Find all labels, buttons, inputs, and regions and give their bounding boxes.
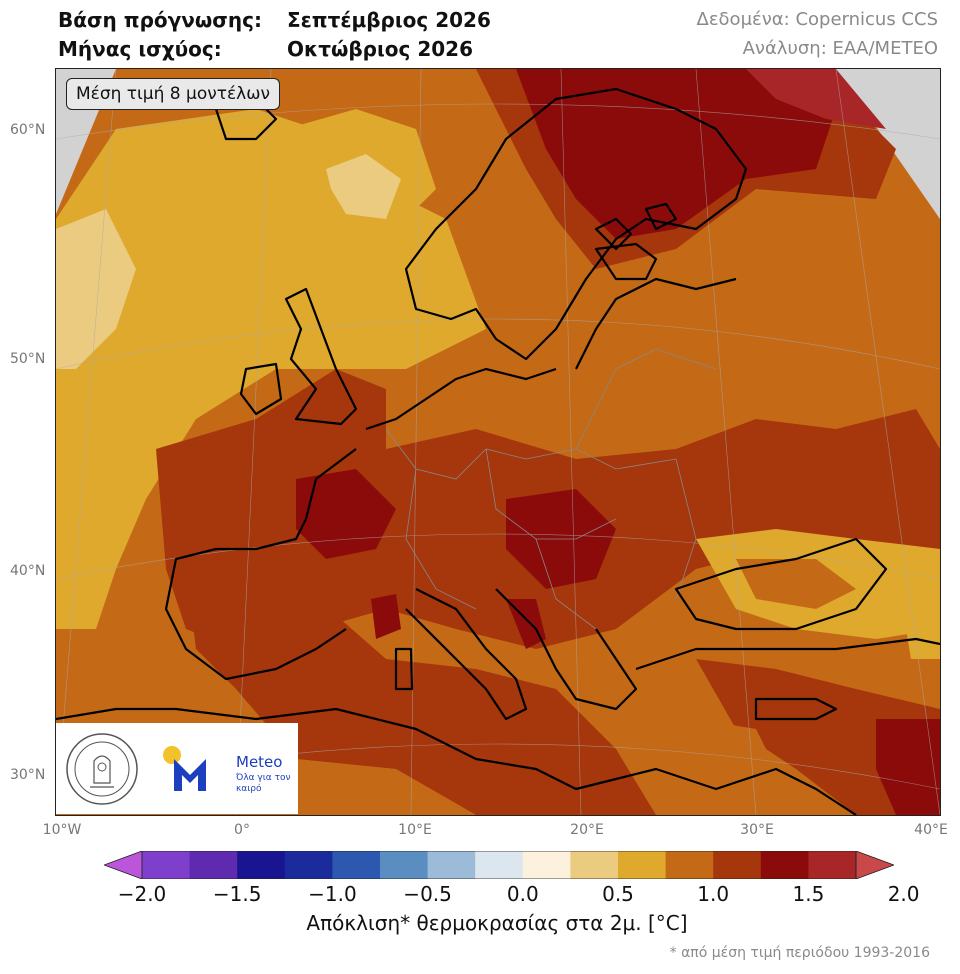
colorbar-cell xyxy=(522,851,571,879)
anomaly-zone-turkey-orange xyxy=(736,559,856,609)
lat-label-50n: 50°N xyxy=(10,351,46,367)
colorbar-tick-label: −2.0 xyxy=(117,882,167,906)
anomaly-zone-atlantic-yellow xyxy=(56,109,486,629)
observatory-seal-icon xyxy=(66,733,138,805)
valid-month-label: Μήνας ισχύος: xyxy=(58,37,222,61)
anomaly-zone-norwegian-pale xyxy=(326,154,401,219)
anomaly-zone-atlantic-pale xyxy=(56,209,136,369)
colorbar-cell xyxy=(427,851,476,879)
lat-label-30n: 30°N xyxy=(10,767,46,783)
graticule xyxy=(56,69,940,815)
lon-label-40e: 40°E xyxy=(914,822,948,838)
valid-month-value: Οκτώβριος 2026 xyxy=(287,37,474,61)
anomaly-zone-tyrrhenian-darkest xyxy=(371,594,401,639)
forecast-base-label: Βάση πρόγνωσης: xyxy=(58,8,262,32)
lon-label-0: 0° xyxy=(234,822,250,838)
colorbar-cell xyxy=(332,851,381,879)
colorbar-cell xyxy=(760,851,809,879)
colorbar-tick-label: 1.5 xyxy=(792,882,825,906)
anomaly-zone-france-darkest xyxy=(296,469,396,559)
lon-label-10w: 10°W xyxy=(42,822,82,838)
colorbar-label: Απόκλιση* θερμοκρασίας στα 2μ. [°C] xyxy=(306,911,688,935)
country-borders xyxy=(385,348,717,630)
colorbar-cell xyxy=(665,851,714,879)
colorbar-tick-label: −1.5 xyxy=(212,882,262,906)
colorbar-tick-label: 0.0 xyxy=(506,882,539,906)
colorbar-tick-label: 0.5 xyxy=(602,882,634,906)
meteo-logo-icon xyxy=(163,746,206,791)
meteo-logo-tagline: Όλα για τον καιρό xyxy=(236,773,291,794)
colorbar-extend-high xyxy=(855,851,894,879)
colorbar-extend-low xyxy=(104,851,143,879)
colorbar-cell xyxy=(713,851,762,879)
anomaly-map-svg xyxy=(56,69,940,815)
analysis-credit-text: Ανάλυση: ΕΑΑ/METEO xyxy=(742,38,938,59)
colorbar-cell xyxy=(808,851,857,879)
anomaly-map xyxy=(55,68,941,816)
colorbar-cell xyxy=(618,851,667,879)
colorbar-cell xyxy=(237,851,286,879)
anomaly-zone-north-red xyxy=(746,69,886,129)
colorbar-frame xyxy=(141,851,857,879)
anomaly-zone-levant-darkest xyxy=(876,719,940,815)
colorbar-cell xyxy=(380,851,429,879)
anomaly-zone-med-dark xyxy=(186,569,656,815)
lon-label-10e: 10°E xyxy=(398,822,432,838)
colorbar-cell xyxy=(189,851,238,879)
colorbar-cell xyxy=(475,851,524,879)
lat-label-60n: 60°N xyxy=(10,122,46,138)
lon-label-20e: 20°E xyxy=(570,822,604,838)
anomaly-zone-finland-darkest xyxy=(516,69,836,239)
colorbar-footnote: * από μέση τιμή περιόδου 1993-2016 xyxy=(669,945,930,961)
colorbar-cell xyxy=(284,851,333,879)
colorbar-tick-label: 1.0 xyxy=(697,882,730,906)
colorbar-tick-label: 2.0 xyxy=(887,882,920,906)
colorbar xyxy=(104,851,894,879)
meteo-logo-name: Meteo xyxy=(236,753,283,771)
logo-panel: Meteo Όλα για τον καιρό xyxy=(56,723,298,814)
model-average-badge: Μέση τιμή 8 μοντέλων xyxy=(66,78,280,110)
colorbar-cell xyxy=(570,851,619,879)
colorbar-tick-label: −0.5 xyxy=(403,882,452,906)
coastlines xyxy=(56,87,940,815)
colorbar-cell xyxy=(142,851,191,879)
anomaly-zone-adriatic-darkest xyxy=(506,599,546,649)
data-source-text: Δεδομένα: Copernicus CCS xyxy=(696,9,939,30)
lat-label-40n: 40°N xyxy=(10,563,46,579)
forecast-base-value: Σεπτέμβριος 2026 xyxy=(287,8,491,32)
colorbar-tick-label: −1.0 xyxy=(308,882,357,906)
lon-label-30e: 30°E xyxy=(740,822,774,838)
